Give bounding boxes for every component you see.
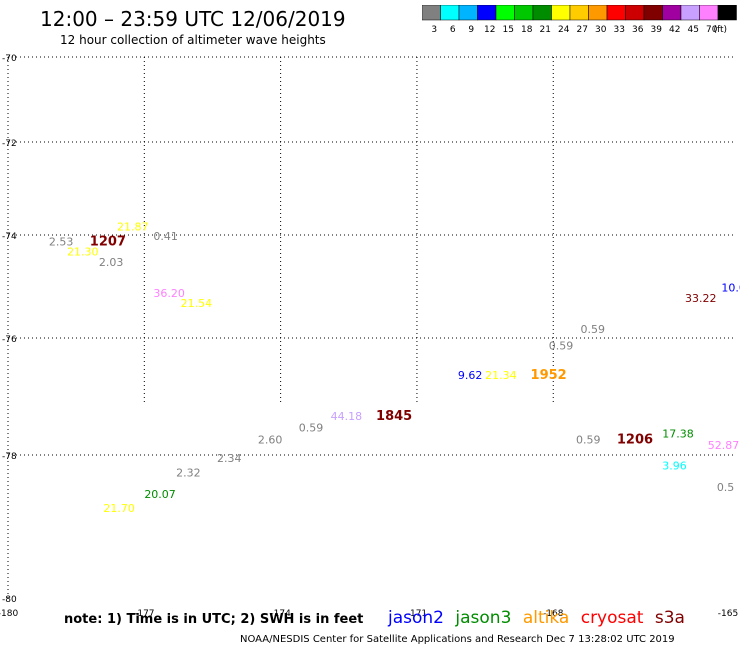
colorbar-label: 15 [503, 25, 514, 35]
lat-tick-label: -76 [2, 335, 17, 345]
units-note: note: 1) Time is in UTC; 2) SWH is in fe… [64, 612, 364, 627]
lon-tick-label: -171 [407, 609, 427, 619]
pass-time-label: 1952 [531, 368, 567, 383]
lat-tick-label: -74 [2, 232, 17, 242]
wave-height-label: 21.30 [67, 246, 99, 259]
colorbar-swatch [699, 5, 719, 21]
colorbar-swatch [532, 5, 552, 21]
credit-line: NOAA/NESDIS Center for Satellite Applica… [240, 634, 675, 645]
wave-height-label: 0.59 [299, 422, 324, 435]
pass-time-label: 1206 [617, 432, 653, 447]
wave-height-label: 21.34 [485, 369, 517, 382]
lon-tick-label: -168 [543, 609, 564, 619]
wave-height-label: 17.38 [662, 427, 694, 440]
wave-height-label: 2.34 [217, 452, 242, 465]
wave-height-label: 2.60 [258, 433, 283, 446]
colorbar-label: 9 [468, 25, 474, 35]
colorbar-swatch [458, 5, 478, 21]
colorbar-swatch [717, 5, 737, 21]
colorbar-swatch [588, 5, 608, 21]
legend-cryosat: cryosat [580, 608, 644, 628]
colorbar-swatch [625, 5, 645, 21]
colorbar-swatch [680, 5, 700, 21]
wave-height-label: 0.5 [717, 481, 735, 494]
colorbar-label: 24 [558, 25, 570, 35]
pass-time-label: 1207 [90, 234, 126, 249]
colorbar-unit: (ft) [713, 25, 727, 35]
wave-height-label: 2.53 [49, 235, 74, 248]
wave-height-label: 0.59 [549, 340, 574, 353]
colorbar-swatch [422, 5, 441, 21]
colorbar-label: 36 [632, 25, 644, 35]
lat-tick-label: -72 [2, 139, 17, 149]
satellite-legend: jason2 jason3 altika cryosat s3a [388, 608, 691, 628]
colorbar-label: 6 [450, 25, 456, 35]
legend-jason2: jason2 [388, 608, 444, 628]
wave-height-label: 10.05 [721, 282, 740, 295]
wave-height-label: 2.32 [176, 466, 201, 479]
colorbar-label: 45 [688, 25, 699, 35]
colorbar-label: 12 [484, 25, 495, 35]
colorbar-label: 18 [521, 25, 533, 35]
legend-s3a: s3a [654, 608, 685, 628]
wave-height-label: 21.54 [181, 297, 213, 310]
colorbar-swatch [643, 5, 663, 21]
wave-height-label: 33.22 [685, 292, 717, 305]
colorbar-swatch [495, 5, 515, 21]
wave-height-label: 21.87 [117, 220, 149, 233]
lon-tick-label: -174 [270, 609, 291, 619]
lon-tick-label: -165 [718, 609, 738, 619]
colorbar-swatch [606, 5, 626, 21]
colorbar-swatch [662, 5, 682, 21]
lon-tick-label: -180 [0, 609, 18, 619]
legend-jason3: jason3 [455, 608, 512, 628]
wave-height-label: 0.59 [576, 433, 601, 446]
wave-height-label: 52.87 [708, 439, 740, 452]
wave-height-colorbar: 3 6 9 12 15 18 21 24 27 30 33 36 39 42 45 70(ft) [422, 5, 737, 35]
lat-tick-label: -78 [2, 452, 17, 462]
legend-altika: altika [522, 608, 570, 628]
colorbar-label: 27 [577, 25, 588, 35]
map-subtitle: 12 hour collection of altimeter wave hei… [60, 33, 326, 47]
pass-time-label: 1845 [376, 409, 412, 424]
colorbar-swatch [551, 5, 571, 21]
colorbar-label: 30 [595, 25, 607, 35]
wave-height-label: 9.62 [458, 369, 483, 382]
colorbar-label: 42 [669, 25, 680, 35]
wave-height-label: 0.41 [153, 230, 178, 243]
colorbar-label: 33 [614, 25, 625, 35]
colorbar-swatch [514, 5, 534, 21]
wave-height-label: 2.03 [99, 256, 124, 269]
wave-height-label: 36.20 [153, 287, 185, 300]
map-title: 12:00 – 23:59 UTC 12/06/2019 [40, 7, 346, 31]
colorbar-swatch [477, 5, 497, 21]
wave-height-label: 3.96 [662, 459, 687, 472]
colorbar-label: 70 [706, 25, 718, 35]
colorbar-label: 21 [540, 25, 551, 35]
lon-tick-label: -177 [134, 609, 154, 619]
lat-tick-label: -70 [2, 54, 17, 64]
colorbar-swatch [569, 5, 589, 21]
wave-height-label: 44.18 [331, 410, 363, 423]
wave-height-label: 20.07 [144, 488, 176, 501]
wave-height-label: 21.70 [103, 502, 135, 515]
colorbar-label: 3 [431, 25, 437, 35]
wave-height-label: 0.59 [581, 323, 606, 336]
lat-tick-label: -80 [2, 595, 17, 605]
colorbar-label: 39 [651, 25, 663, 35]
colorbar-swatch [440, 5, 460, 21]
